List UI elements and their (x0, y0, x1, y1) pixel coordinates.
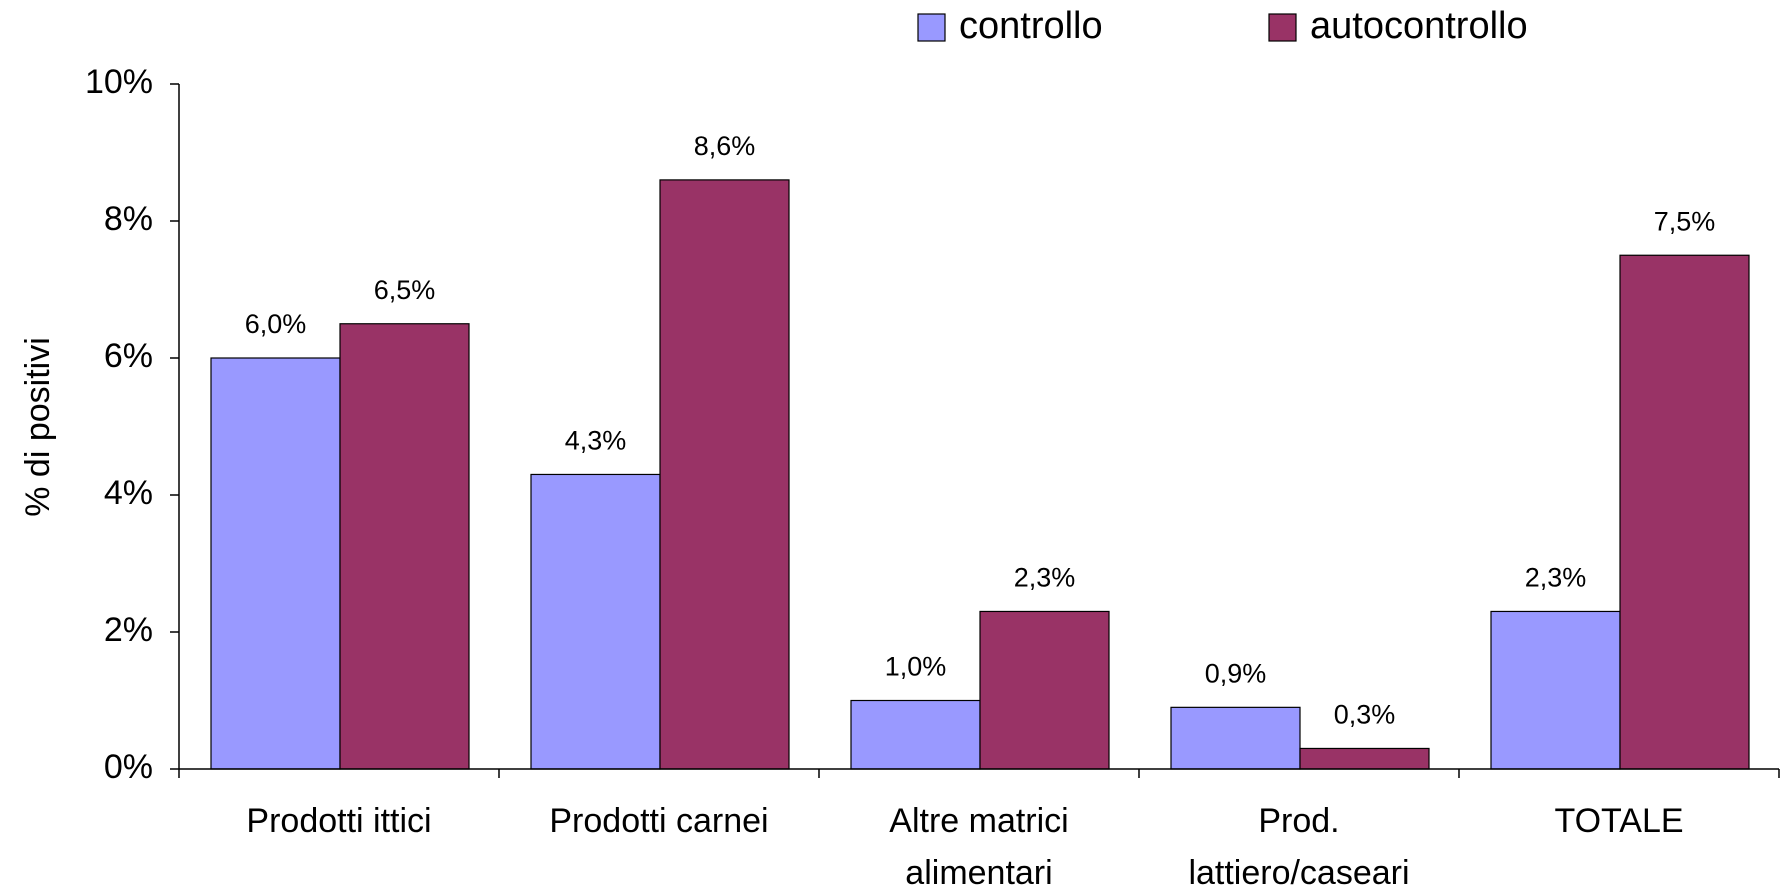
y-tick-label: 8% (104, 200, 153, 238)
legend-label: controllo (959, 5, 1103, 47)
value-label: 4,3% (565, 426, 627, 456)
value-label: 6,0% (245, 309, 307, 339)
x-tick-label: Prod. lattiero/caseari (1188, 802, 1409, 890)
value-label: 0,9% (1205, 658, 1267, 688)
bar (1490, 610, 1621, 770)
legend-swatch (1268, 13, 1297, 42)
value-label: 2,3% (1525, 563, 1587, 593)
y-tick-label: 2% (104, 611, 153, 649)
bar (530, 473, 661, 770)
x-tick-label: Altre matrici alimentari (889, 802, 1068, 890)
bar (979, 610, 1110, 770)
value-label: 1,0% (885, 652, 947, 682)
y-tick-label: 6% (104, 337, 153, 375)
bar (1170, 706, 1301, 770)
value-label: 0,3% (1334, 700, 1396, 730)
y-tick-label: 0% (104, 748, 153, 786)
bar (850, 699, 981, 770)
y-tick-label: 4% (104, 474, 153, 512)
value-label: 7,5% (1654, 206, 1716, 236)
x-tick-label: TOTALE (1554, 802, 1683, 840)
legend-swatch (917, 13, 946, 42)
bar (339, 323, 470, 770)
value-label: 6,5% (374, 275, 436, 305)
legend-label: autocontrollo (1310, 5, 1528, 47)
x-tick-label: Prodotti ittici (246, 802, 431, 840)
x-tick-label: Prodotti carnei (549, 802, 768, 840)
bar (1619, 254, 1750, 770)
y-tick-label: 10% (85, 63, 153, 101)
bar (1299, 747, 1430, 770)
bar (210, 357, 341, 770)
value-label: 2,3% (1014, 563, 1076, 593)
value-label: 8,6% (694, 131, 756, 161)
y-axis-label: % di positivi (19, 337, 57, 517)
bar (659, 179, 790, 770)
